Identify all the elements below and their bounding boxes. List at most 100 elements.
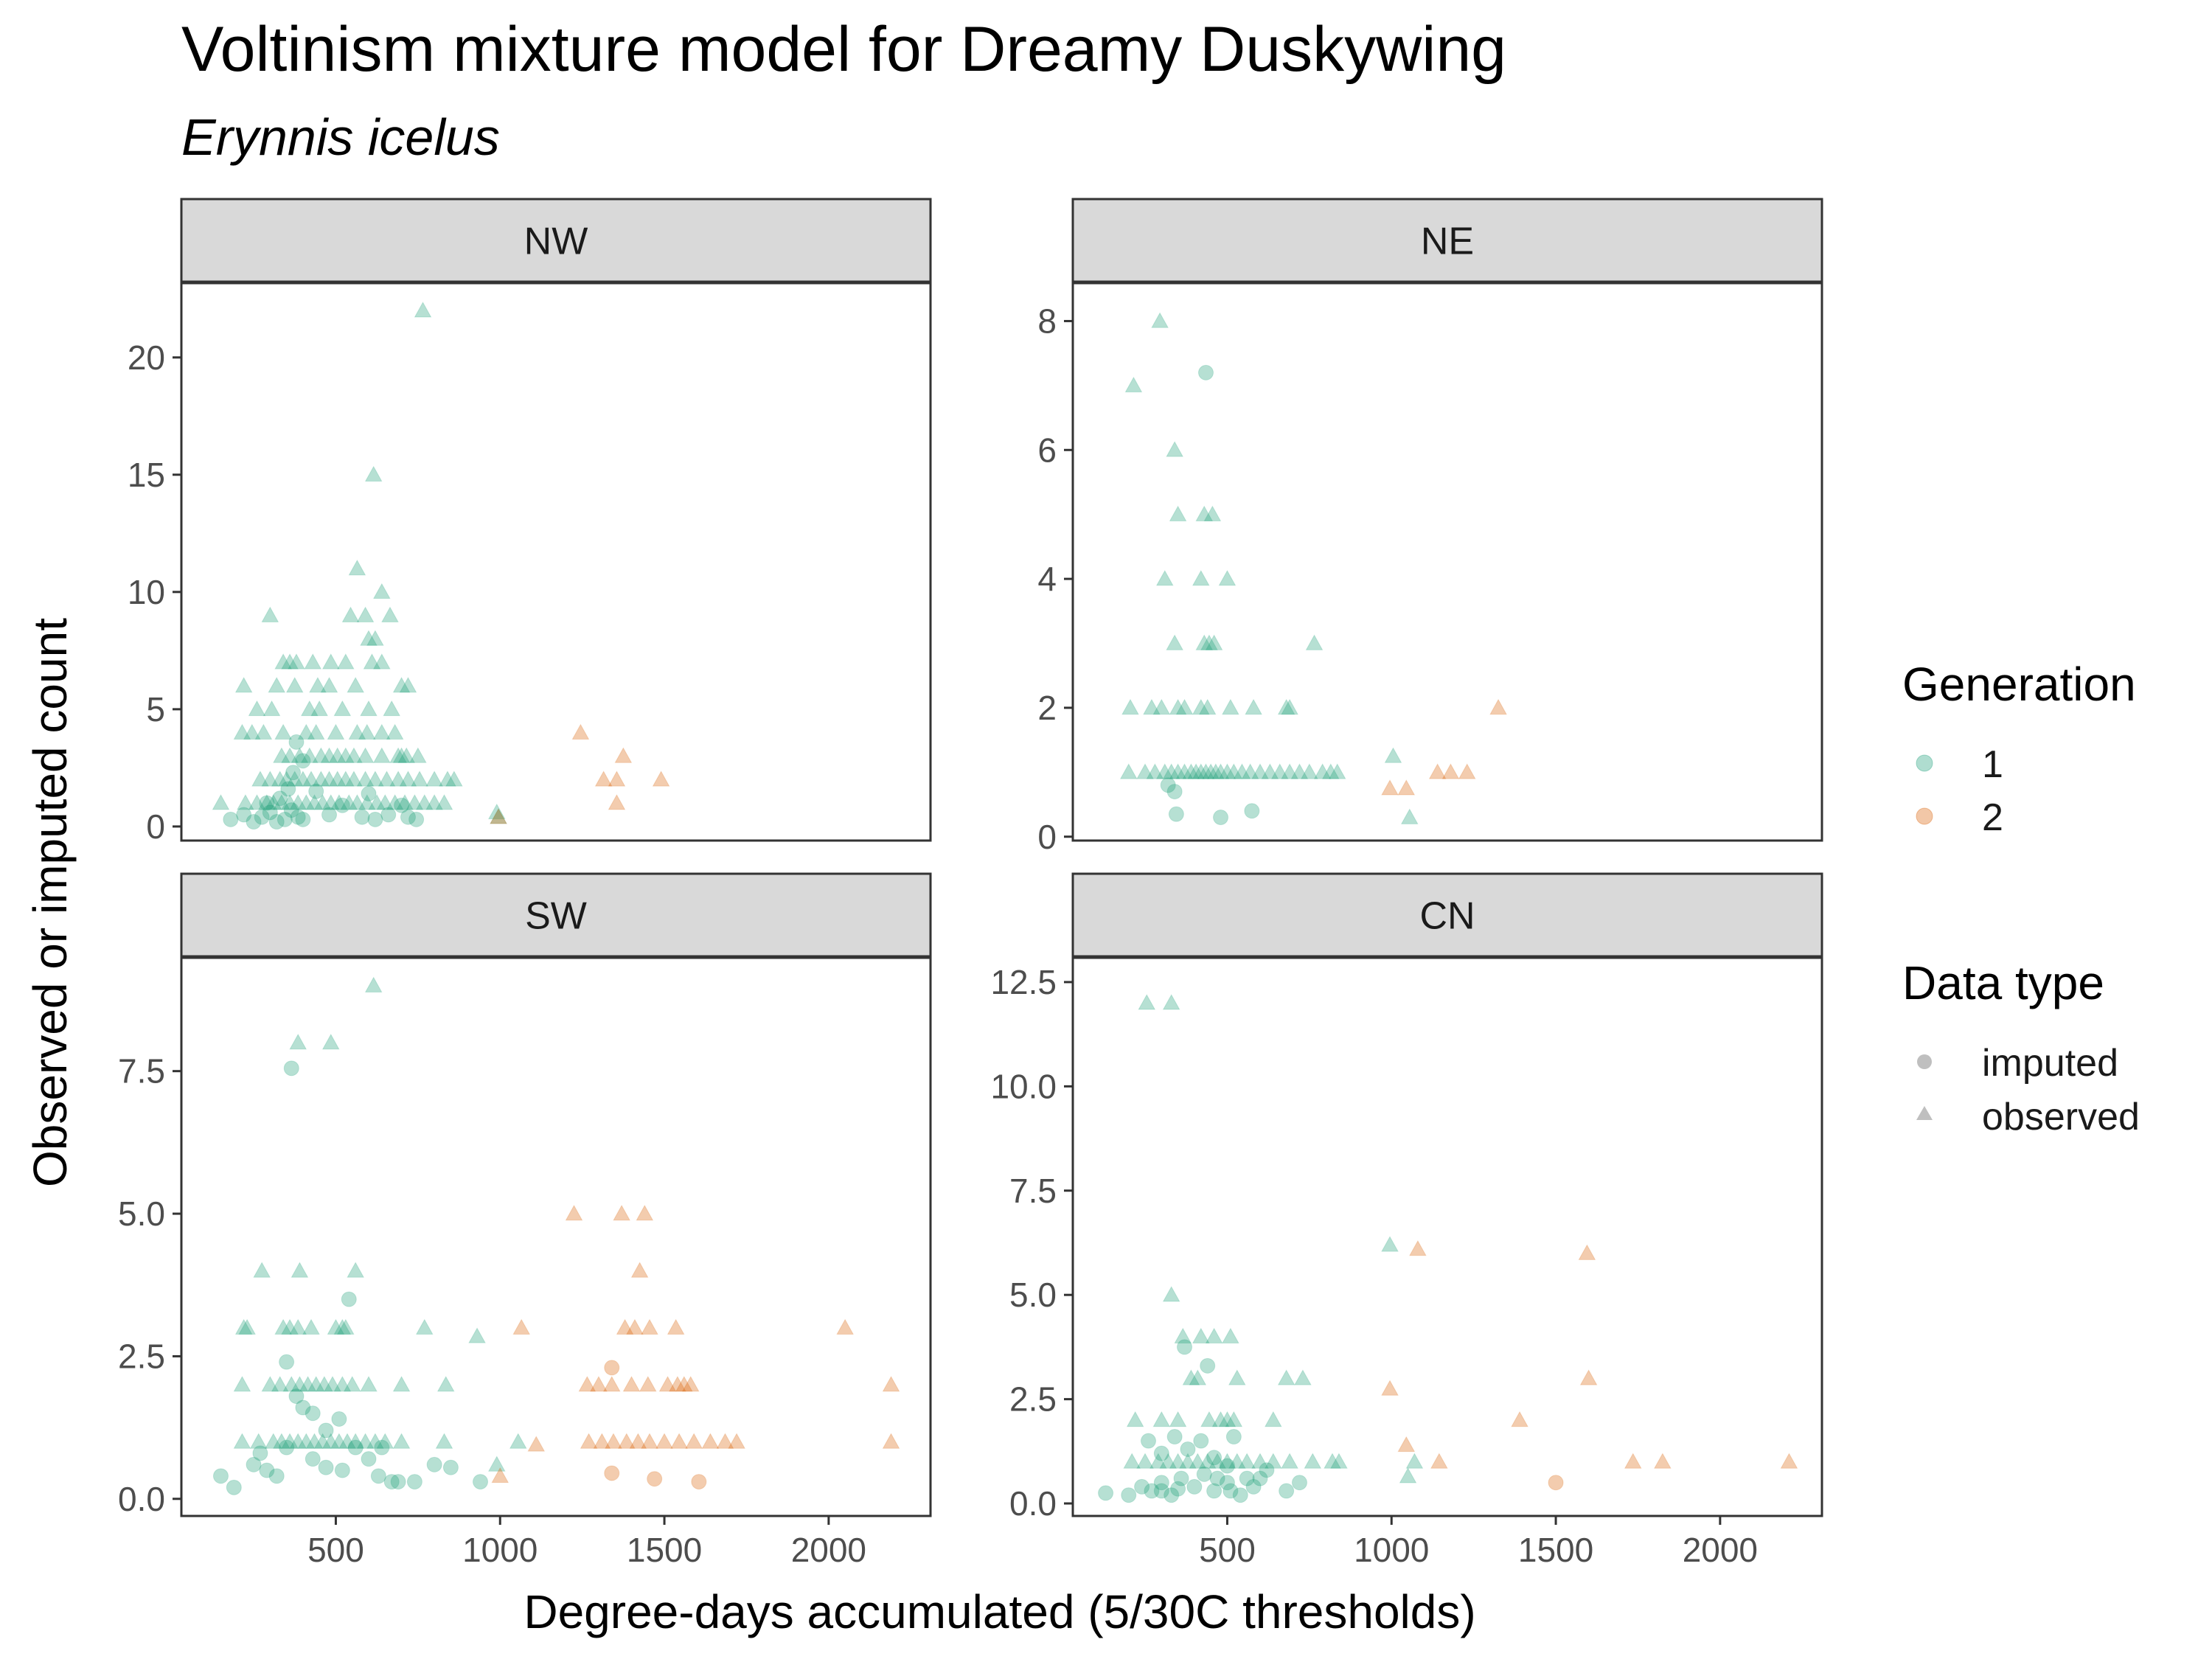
data-point-observed — [1277, 1369, 1295, 1385]
x-tick-label: 1500 — [627, 1531, 702, 1569]
data-point-observed — [1159, 1453, 1178, 1469]
data-point-imputed — [308, 783, 324, 799]
data-point-observed — [1218, 570, 1237, 586]
data-point-imputed — [283, 1060, 299, 1077]
data-point-observed — [297, 794, 316, 810]
data-point-observed — [313, 794, 332, 810]
data-point-imputed — [1166, 784, 1183, 800]
data-point-imputed — [1232, 1487, 1248, 1503]
data-point-observed — [289, 1033, 307, 1050]
data-point-observed — [1238, 1453, 1256, 1469]
data-point-observed — [274, 723, 292, 740]
data-point-imputed — [383, 1474, 400, 1490]
data-point-observed — [281, 1318, 299, 1335]
facet-strip-label: SW — [525, 895, 587, 938]
data-point-observed — [392, 1433, 411, 1449]
data-point-observed — [1162, 994, 1180, 1010]
data-point-observed — [261, 771, 279, 787]
data-point-observed — [366, 630, 384, 646]
data-point-observed — [360, 630, 378, 646]
data-point-observed — [1430, 1453, 1448, 1469]
data-point-observed — [1162, 1286, 1180, 1302]
data-point-observed — [1321, 763, 1340, 779]
data-point-observed — [487, 803, 506, 820]
data-point-observed — [366, 771, 384, 787]
data-point-imputed — [1197, 364, 1214, 380]
data-point-observed — [262, 700, 281, 717]
data-point-observed — [328, 771, 347, 787]
data-point-observed — [1175, 698, 1194, 715]
data-point-observed — [1397, 1436, 1416, 1453]
data-point-observed — [1264, 1453, 1282, 1469]
data-point-imputed — [254, 809, 270, 825]
data-point-observed — [356, 747, 375, 763]
data-point-observed — [264, 1433, 282, 1449]
data-point-observed — [1152, 698, 1171, 715]
data-point-observed — [411, 771, 428, 787]
data-point-imputed — [272, 790, 288, 807]
data-point-observed — [622, 1376, 641, 1392]
data-point-observed — [300, 700, 319, 717]
data-point-observed — [1281, 1453, 1298, 1469]
data-point-observed — [364, 465, 383, 482]
data-point-observed — [565, 1205, 583, 1221]
data-point-observed — [415, 1318, 434, 1335]
data-point-observed — [1202, 763, 1220, 779]
data-point-imputed — [1291, 1475, 1307, 1491]
y-tick-label: 0 — [1037, 818, 1057, 856]
data-point-observed — [378, 771, 396, 787]
x-axis-label: Degree-days accumulated (5/30C threshold… — [524, 1585, 1475, 1638]
data-point-imputed — [1206, 1450, 1222, 1466]
data-point-imputed — [226, 1479, 242, 1495]
data-point-observed — [1489, 698, 1507, 715]
data-point-observed — [313, 1433, 332, 1449]
y-tick-label: 12.5 — [990, 963, 1057, 1001]
data-point-observed — [1245, 698, 1262, 715]
data-point-observed — [1197, 763, 1215, 779]
data-point-imputed — [341, 1291, 357, 1307]
data-point-observed — [336, 1318, 355, 1335]
data-point-observed — [234, 1318, 253, 1335]
data-point-observed — [1187, 763, 1205, 779]
data-point-observed — [327, 1318, 345, 1335]
data-point-imputed — [1153, 1483, 1169, 1499]
data-point-observed — [273, 1433, 291, 1449]
data-point-imputed — [279, 1354, 295, 1370]
data-point-observed — [304, 653, 322, 669]
data-point-observed — [1166, 634, 1183, 650]
data-point-observed — [406, 794, 424, 810]
data-point-observed — [281, 1433, 299, 1449]
data-point-observed — [616, 1318, 634, 1335]
data-point-observed — [302, 771, 320, 787]
data-point-imputed — [390, 1474, 406, 1490]
data-point-observed — [364, 976, 383, 992]
data-point-observed — [1211, 1411, 1230, 1427]
data-point-observed — [288, 653, 305, 669]
data-point-imputed — [647, 1471, 663, 1487]
y-tick-label: 15 — [128, 456, 165, 494]
data-point-observed — [333, 700, 352, 717]
data-point-imputed — [288, 734, 305, 750]
panel-nw: NW 0 5 10 15 20 — [128, 198, 932, 846]
legend-label-generation-1: 1 — [1982, 743, 2003, 786]
data-point-observed — [1251, 1453, 1269, 1469]
data-point-observed — [274, 653, 292, 669]
data-point-imputed — [262, 804, 278, 821]
data-point-observed — [578, 1376, 597, 1392]
data-point-observed — [439, 771, 456, 787]
data-point-observed — [468, 1327, 486, 1343]
data-point-imputed — [246, 814, 262, 830]
data-point-observed — [1169, 505, 1187, 521]
data-point-observed — [383, 700, 401, 717]
data-point-observed — [291, 747, 309, 763]
data-point-observed — [274, 1318, 292, 1335]
data-point-imputed — [1222, 1483, 1239, 1499]
data-point-observed — [1270, 763, 1289, 779]
data-point-observed — [594, 771, 613, 787]
data-point-observed — [1169, 1453, 1187, 1469]
legend-key-imputed — [1917, 1054, 1932, 1069]
data-point-observed — [249, 1433, 268, 1449]
data-point-observed — [376, 794, 394, 810]
data-point-observed — [336, 653, 355, 669]
data-point-observed — [580, 1433, 598, 1449]
